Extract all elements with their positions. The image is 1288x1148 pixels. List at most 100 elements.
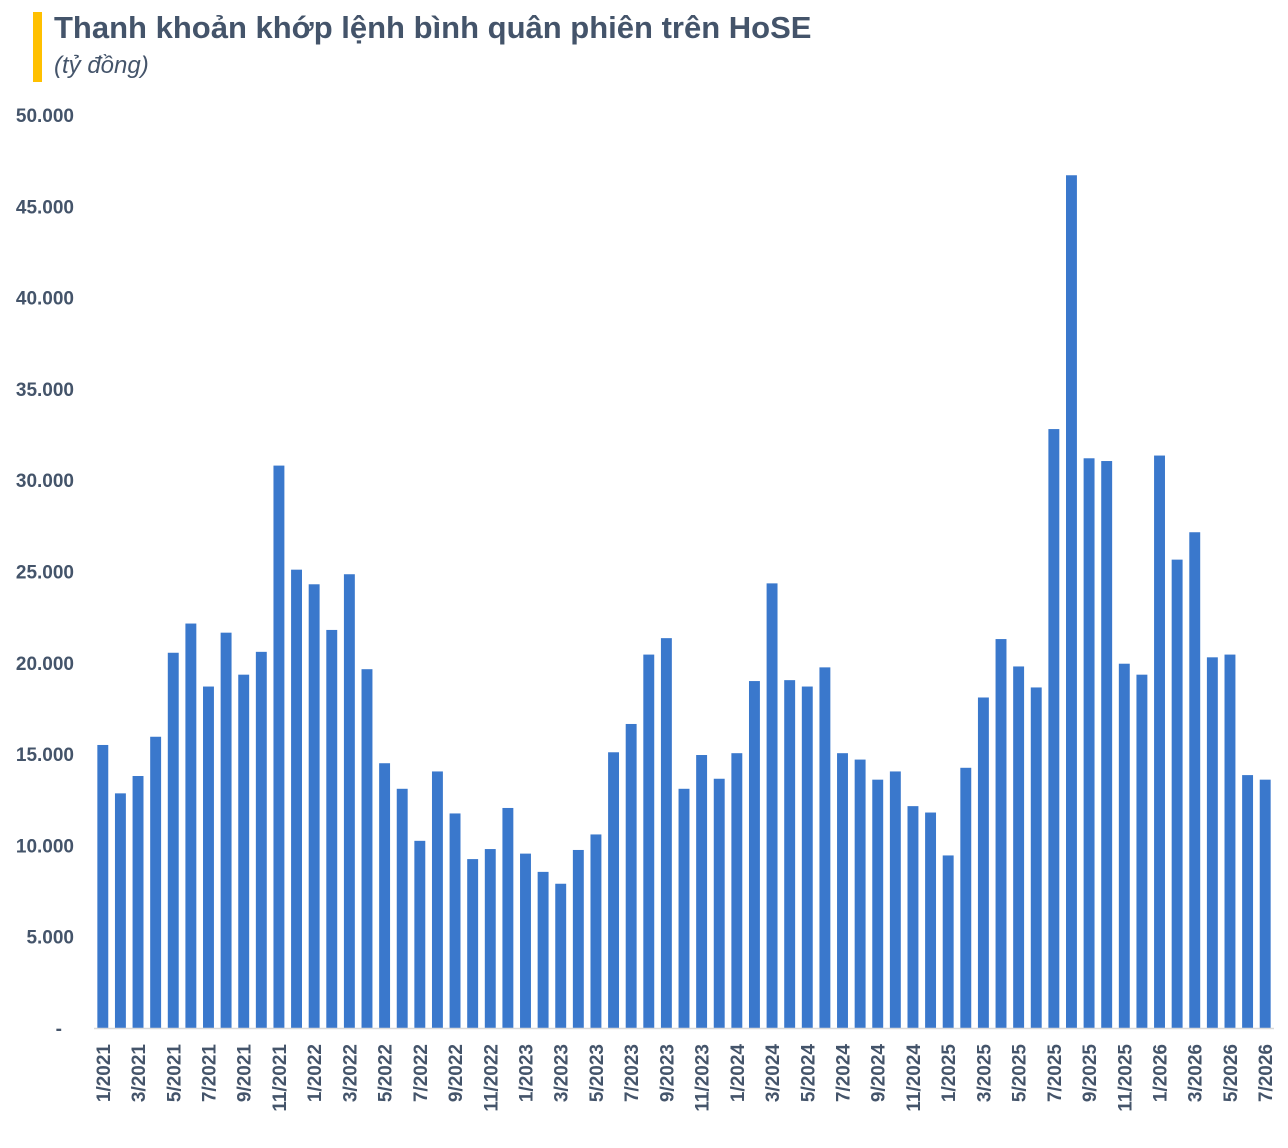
bar: 11/2023 bbox=[696, 755, 708, 1028]
bar: 9/2021 bbox=[238, 674, 250, 1028]
bar: 3/2025 bbox=[977, 697, 989, 1028]
x-tick-label: 11/2021 bbox=[270, 1044, 291, 1112]
y-tick-label: 20.000 bbox=[16, 654, 74, 675]
bar: 12/2025 bbox=[1136, 674, 1148, 1028]
bar: 6/2024 bbox=[819, 667, 831, 1028]
bar: 12/2021 bbox=[291, 569, 302, 1028]
bar: 4/2022 bbox=[361, 669, 373, 1028]
x-tick-label: 3/2021 bbox=[129, 1044, 150, 1103]
x-tick-label: 9/2024 bbox=[869, 1044, 890, 1103]
bar: 10/2024 bbox=[889, 771, 901, 1028]
y-tick-label: 10.000 bbox=[16, 836, 74, 857]
bar: 2/2021 bbox=[114, 793, 126, 1028]
x-tick-label: 1/2021 bbox=[94, 1044, 115, 1103]
bar: 6/2022 bbox=[396, 788, 408, 1028]
y-tick-label: 45.000 bbox=[16, 197, 74, 218]
bar: 10/2023 bbox=[678, 788, 690, 1028]
bar: 1/2025 bbox=[942, 855, 954, 1028]
bar: 5/2024 bbox=[801, 686, 813, 1028]
y-tick-label: 25.000 bbox=[16, 563, 74, 584]
bars: 1/2021 2/2021 3/2021 4/2021 5/2021 6/2021 7/20… bbox=[97, 175, 1271, 1029]
x-tick-label: 7/2025 bbox=[1045, 1044, 1066, 1103]
x-tick-label: 9/2025 bbox=[1080, 1044, 1101, 1103]
x-tick-label: 7/2026 bbox=[1256, 1044, 1277, 1102]
bar: 2/2026 bbox=[1171, 559, 1183, 1028]
x-tick-label: 9/2022 bbox=[446, 1044, 467, 1102]
bar: 1/2021 bbox=[97, 744, 109, 1028]
x-tick-label: 7/2022 bbox=[411, 1044, 432, 1102]
bar: 1/2026 bbox=[1154, 455, 1165, 1028]
bar: 12/2022 bbox=[502, 807, 514, 1028]
bar: 8/2025 bbox=[1066, 175, 1077, 1028]
bar: 6/2026 bbox=[1242, 775, 1254, 1028]
x-tick-label: 3/2025 bbox=[974, 1044, 995, 1103]
y-tick-label: 50.000 bbox=[16, 106, 74, 127]
bar: 8/2022 bbox=[431, 771, 443, 1028]
bar: 6/2023 bbox=[608, 752, 620, 1028]
x-tick-label: 3/2024 bbox=[763, 1044, 784, 1103]
title-accent-bar bbox=[33, 12, 42, 82]
bar: 5/2022 bbox=[379, 763, 391, 1028]
x-tick-label: 11/2022 bbox=[481, 1044, 502, 1112]
bar: 3/2024 bbox=[766, 583, 778, 1028]
x-tick-label: 11/2024 bbox=[904, 1044, 925, 1112]
x-tick-label: 1/2022 bbox=[305, 1044, 326, 1102]
x-tick-label: 11/2023 bbox=[693, 1044, 714, 1112]
bar: 8/2023 bbox=[643, 654, 655, 1028]
y-tick-label: 35.000 bbox=[16, 380, 74, 401]
x-tick-label: 11/2025 bbox=[1115, 1044, 1136, 1112]
bar: 5/2025 bbox=[1013, 666, 1025, 1028]
bar: 9/2022 bbox=[449, 813, 461, 1028]
bar: 2/2024 bbox=[748, 681, 760, 1028]
bar: 6/2021 bbox=[185, 623, 197, 1028]
bar: 8/2024 bbox=[854, 759, 866, 1028]
bar: 11/2021 bbox=[273, 465, 285, 1028]
bar: 4/2023 bbox=[572, 849, 584, 1028]
bar: 3/2026 bbox=[1189, 532, 1201, 1028]
bar: 5/2026 bbox=[1224, 654, 1236, 1028]
bar: 7/2021 bbox=[203, 686, 214, 1028]
x-tick-label: 5/2021 bbox=[164, 1044, 185, 1103]
x-tick-label: 5/2026 bbox=[1221, 1044, 1242, 1102]
x-tick-label: 5/2023 bbox=[587, 1044, 608, 1102]
bar: 9/2023 bbox=[660, 638, 672, 1028]
y-axis-labels: - 5.000 10.000 15.000 20.000 25.000 30.000 35.0… bbox=[16, 106, 74, 1040]
bar: 7/2026 bbox=[1259, 779, 1271, 1028]
x-tick-label: 3/2026 bbox=[1186, 1044, 1207, 1102]
bar: 4/2024 bbox=[784, 680, 796, 1028]
bar: 11/2024 bbox=[907, 806, 919, 1028]
bar: 4/2021 bbox=[150, 736, 162, 1028]
x-tick-label: 7/2021 bbox=[199, 1044, 220, 1103]
x-tick-label: 3/2022 bbox=[340, 1044, 361, 1102]
x-tick-label: 1/2026 bbox=[1151, 1044, 1172, 1102]
bar: 3/2022 bbox=[343, 574, 355, 1028]
y-tick-label: - bbox=[56, 1019, 62, 1040]
x-tick-label: 5/2024 bbox=[798, 1044, 819, 1103]
bar: 1/2023 bbox=[520, 853, 531, 1028]
x-tick-label: 1/2024 bbox=[728, 1044, 749, 1103]
x-tick-label: 1/2025 bbox=[939, 1044, 960, 1103]
x-tick-label: 9/2023 bbox=[657, 1044, 678, 1102]
bar: 7/2025 bbox=[1048, 429, 1060, 1028]
bar: 1/2022 bbox=[308, 584, 320, 1028]
x-tick-label: 9/2021 bbox=[235, 1044, 256, 1103]
bar: 2/2022 bbox=[326, 629, 338, 1028]
bar: 7/2022 bbox=[414, 840, 426, 1028]
bar: 5/2021 bbox=[167, 652, 179, 1028]
x-tick-label: 7/2023 bbox=[622, 1044, 643, 1102]
bar: 11/2025 bbox=[1118, 663, 1130, 1028]
bar: 12/2023 bbox=[713, 778, 725, 1028]
x-tick-label: 5/2025 bbox=[1010, 1044, 1031, 1103]
bar: 4/2025 bbox=[995, 639, 1007, 1028]
bar: 9/2024 bbox=[872, 779, 884, 1028]
bar: 10/2021 bbox=[255, 651, 267, 1028]
bar: 5/2023 bbox=[590, 834, 602, 1028]
x-tick-label: 3/2023 bbox=[552, 1044, 573, 1102]
y-tick-label: 5.000 bbox=[26, 928, 74, 949]
bar: 1/2024 bbox=[731, 753, 743, 1028]
y-tick-label: 30.000 bbox=[16, 471, 74, 492]
x-tick-label: 5/2022 bbox=[376, 1044, 397, 1102]
bar: 3/2021 bbox=[132, 776, 144, 1028]
chart-subtitle: (tỷ đồng) bbox=[54, 52, 149, 79]
